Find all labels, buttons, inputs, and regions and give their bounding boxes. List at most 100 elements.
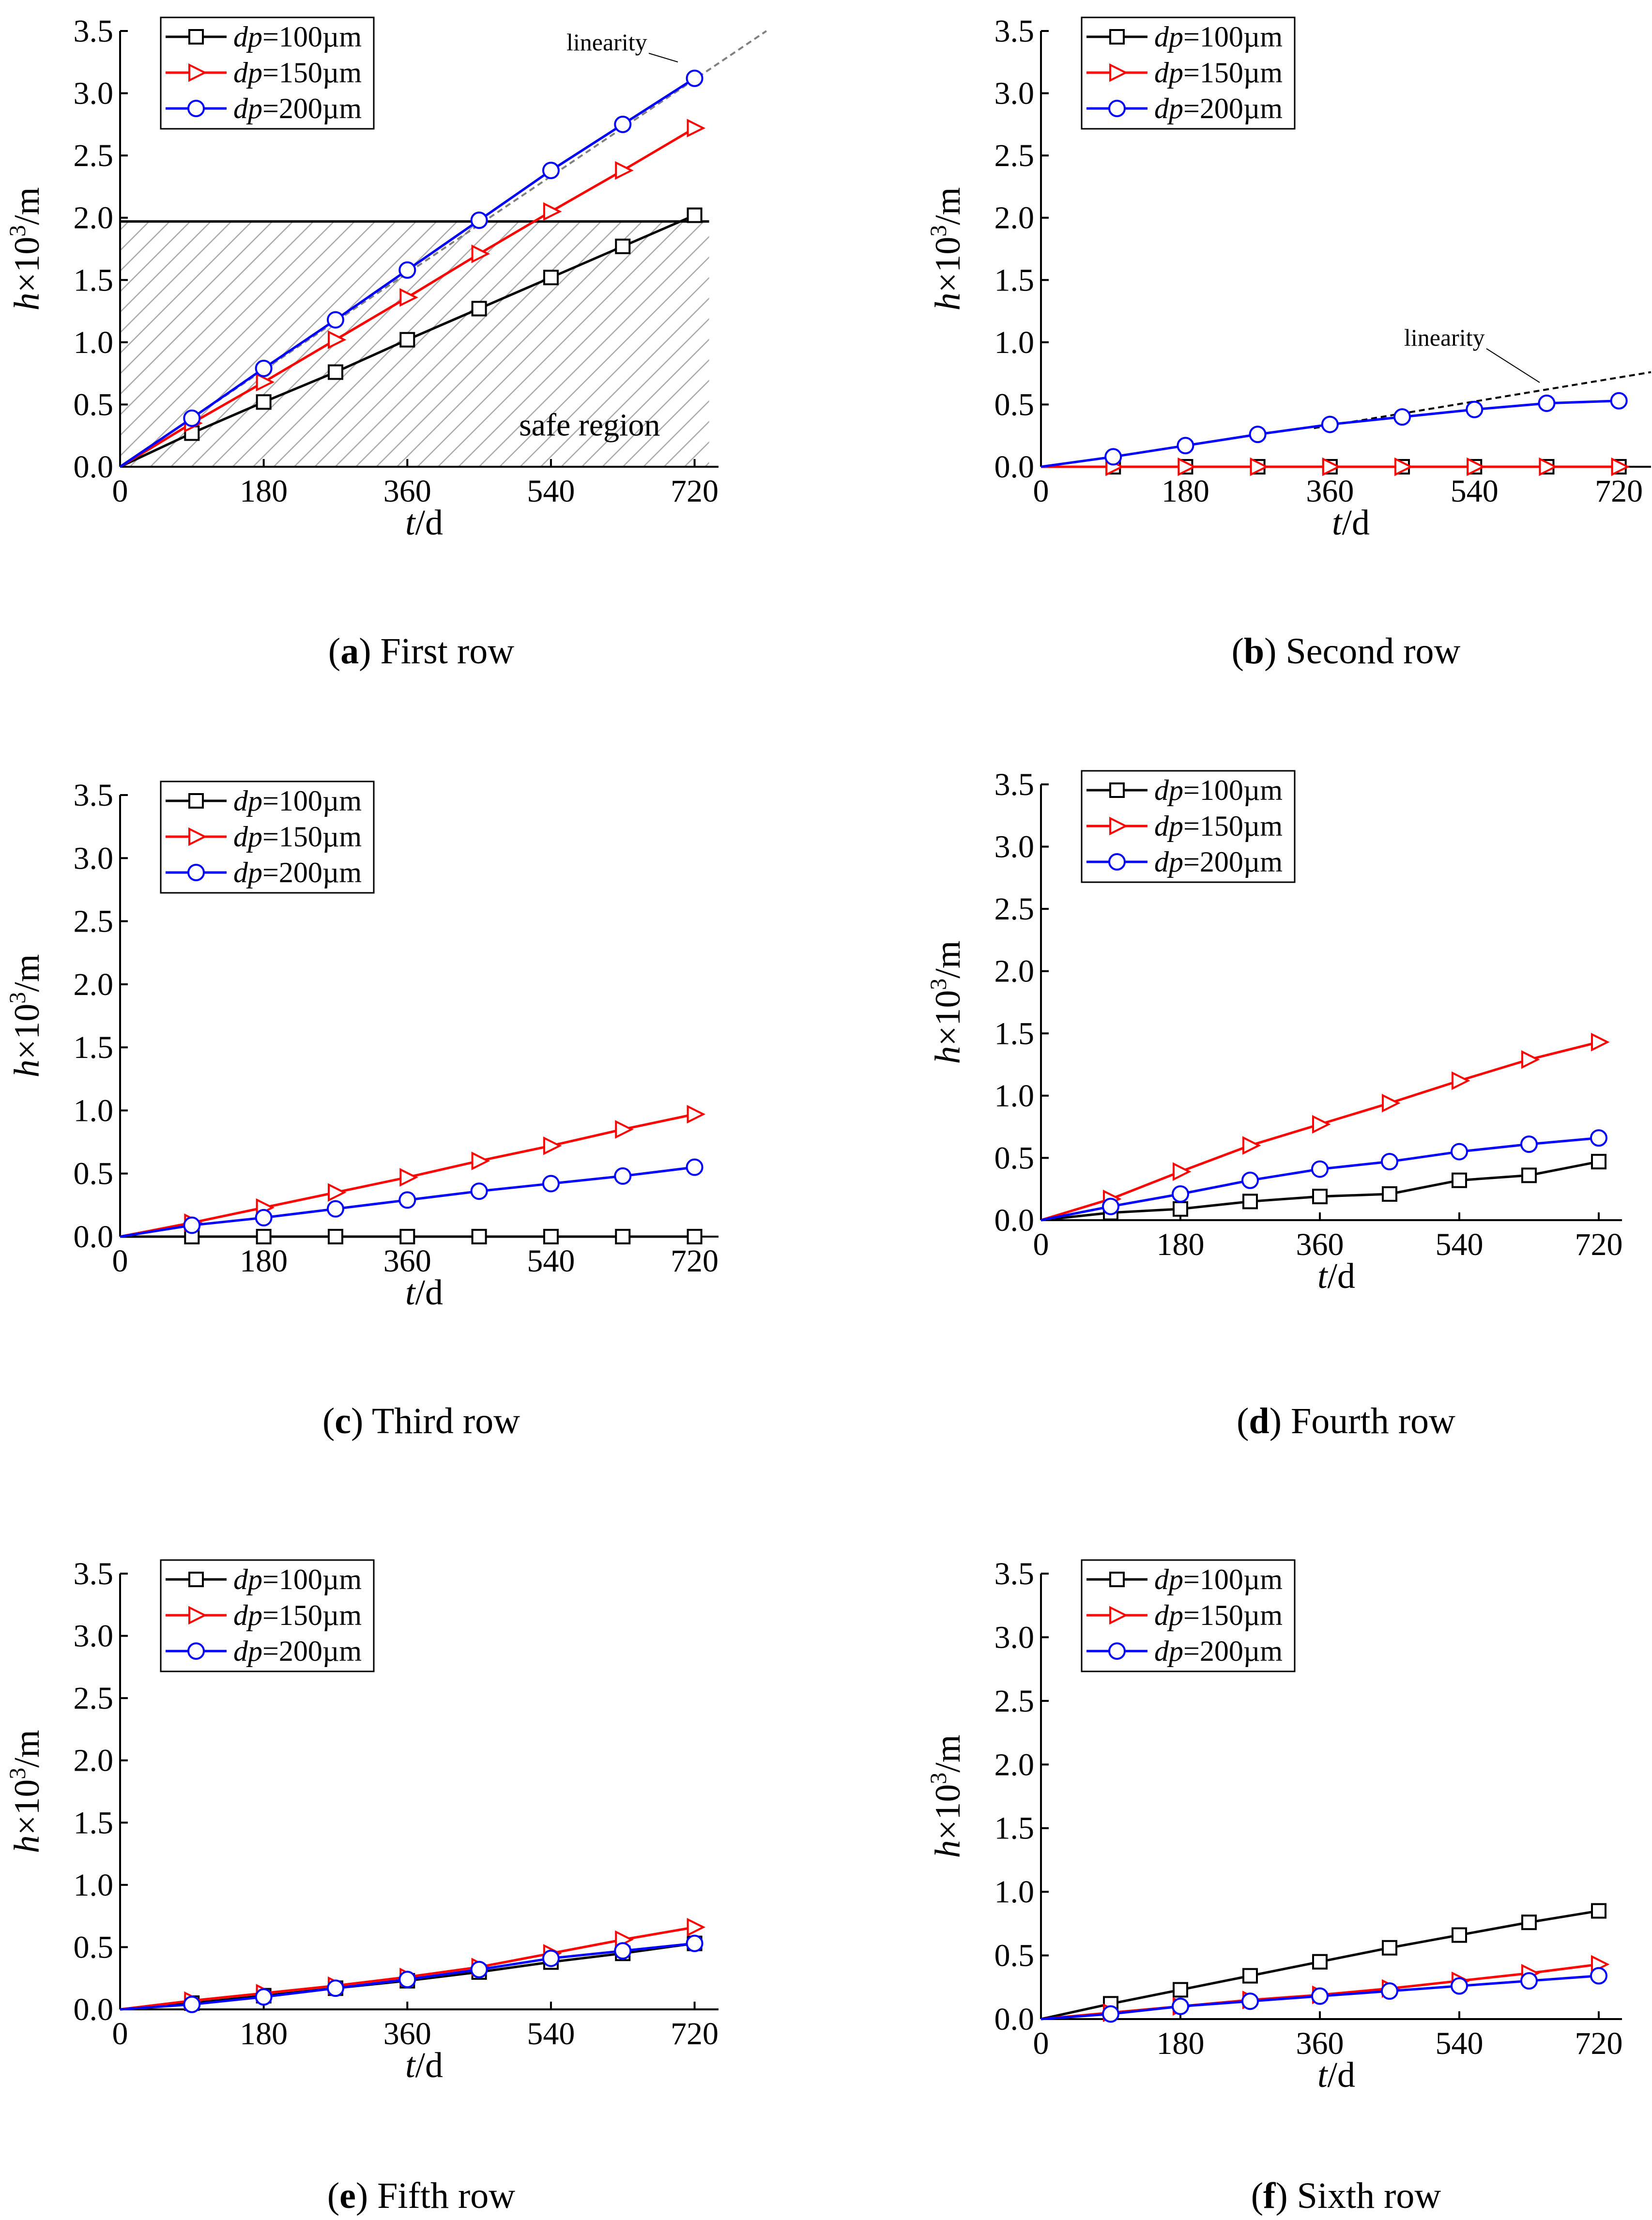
y-tick-label: 2.0 — [74, 1743, 114, 1778]
data-point — [256, 394, 272, 410]
series-square — [1040, 1903, 1606, 2021]
data-point — [1173, 1982, 1188, 1998]
y-tick-label: 0.0 — [74, 449, 114, 485]
y-tick-label: 0.5 — [74, 387, 114, 422]
x-axis-label: t/d — [405, 1273, 443, 1313]
data-point — [687, 207, 703, 223]
y-tick-label: 0.5 — [74, 1156, 114, 1192]
y-tick-label: 3.0 — [994, 76, 1035, 111]
y-tick-label: 0.5 — [994, 1140, 1035, 1176]
legend-marker — [1108, 853, 1126, 871]
data-point — [686, 69, 704, 87]
legend-marker — [1109, 782, 1125, 798]
data-point — [687, 119, 706, 138]
legend-marker — [188, 793, 204, 809]
data-point — [614, 1167, 632, 1185]
chart-panel-b: 0.0 0.5 1.0 1.5 2.0 2.5 3.0 3.5 0 180 360 540 720 t/d… — [926, 14, 1652, 672]
legend-label: dp=100µm — [1154, 774, 1283, 806]
data-point — [1177, 437, 1194, 455]
x-tick-label: 360 — [383, 1243, 431, 1279]
data-point — [255, 1988, 273, 2006]
y-tick-label: 2.5 — [74, 1681, 114, 1716]
data-point — [327, 364, 343, 380]
data-point — [183, 1216, 201, 1234]
series-square — [120, 1229, 703, 1244]
data-point — [615, 161, 634, 180]
series-line — [1040, 399, 1619, 468]
series-circle — [1040, 392, 1628, 468]
data-point — [1312, 1189, 1328, 1205]
data-point — [1241, 1992, 1259, 2010]
y-tick-label: 3.0 — [994, 1620, 1035, 1655]
data-point — [399, 1229, 415, 1244]
data-point — [399, 1168, 418, 1187]
y-tick-label: 3.5 — [74, 1556, 114, 1592]
data-point — [543, 270, 559, 286]
x-tick-label: 540 — [527, 2016, 575, 2052]
y-axis-label: h×103/m — [926, 1735, 968, 1858]
data-point — [543, 1229, 559, 1244]
y-tick-label: 1.0 — [994, 1078, 1035, 1114]
x-tick-label: 720 — [671, 1243, 719, 1279]
y-tick-label: 3.0 — [74, 1619, 114, 1654]
x-tick-label: 720 — [671, 474, 719, 509]
legend-label: dp=150µm — [233, 1599, 362, 1631]
data-point — [542, 162, 560, 179]
data-point — [1611, 457, 1630, 476]
panel-caption: (e) Fifth row — [327, 2175, 515, 2216]
data-point — [1539, 457, 1558, 476]
y-tick-label: 0.0 — [994, 449, 1035, 485]
data-point — [1394, 457, 1413, 476]
data-point — [1466, 400, 1484, 418]
data-point — [1242, 1194, 1258, 1210]
data-point — [326, 1979, 344, 1997]
data-point — [1393, 408, 1411, 426]
data-point — [470, 1960, 488, 1978]
x-tick-label: 180 — [240, 2016, 288, 2052]
panel-caption: (a) First row — [328, 631, 514, 672]
data-point — [1311, 1987, 1329, 2005]
y-tick-label: 1.5 — [74, 1030, 114, 1065]
data-point — [470, 1182, 488, 1200]
y-tick-label: 1.0 — [74, 1093, 114, 1128]
x-tick-label: 720 — [1575, 2026, 1623, 2061]
y-tick-label: 2.5 — [74, 904, 114, 939]
legend-label: dp=200µm — [1154, 1635, 1283, 1667]
data-point — [686, 1934, 704, 1952]
panel-caption: (c) Third row — [322, 1401, 520, 1441]
data-point — [1521, 1050, 1540, 1069]
y-tick-label: 1.5 — [994, 1811, 1035, 1846]
x-tick-label: 540 — [527, 474, 575, 509]
data-point — [1311, 1160, 1329, 1178]
legend-label: dp=100µm — [233, 1563, 362, 1595]
data-point — [327, 1183, 347, 1202]
legend-label: dp=100µm — [233, 21, 362, 53]
chart-panel-d: 0.0 0.5 1.0 1.5 2.0 2.5 3.0 3.5 0 180 360 540 720 t/d… — [926, 767, 1623, 1441]
legend-marker — [1108, 100, 1126, 117]
data-point — [1451, 1977, 1468, 1995]
y-tick-label: 2.0 — [994, 1747, 1035, 1782]
series-line — [1040, 1136, 1599, 1222]
data-point — [1382, 1940, 1397, 1956]
data-point — [1381, 1153, 1398, 1171]
x-tick-label: 720 — [1595, 474, 1643, 509]
x-tick-label: 0 — [1033, 474, 1049, 509]
data-point — [1312, 1115, 1331, 1134]
linearity-label: linearity — [566, 29, 647, 56]
x-tick-label: 360 — [383, 2016, 431, 2052]
legend-label: dp=150µm — [233, 821, 362, 853]
x-tick-label: 0 — [112, 1243, 128, 1279]
series-circle — [1040, 1129, 1607, 1222]
data-point — [1521, 1167, 1537, 1183]
legend-label: dp=200µm — [1154, 846, 1283, 878]
y-axis-label: h×103/m — [926, 941, 968, 1064]
panel-caption: (f) Sixth row — [1251, 2175, 1441, 2216]
data-point — [398, 1971, 416, 1989]
x-axis-label: t/d — [405, 2046, 443, 2085]
linearity-pointer — [1486, 348, 1540, 383]
data-point — [1241, 1171, 1259, 1189]
series-square — [119, 207, 703, 468]
data-point — [687, 1105, 706, 1124]
data-point — [1382, 1186, 1397, 1202]
series-triangle — [120, 1918, 706, 2011]
